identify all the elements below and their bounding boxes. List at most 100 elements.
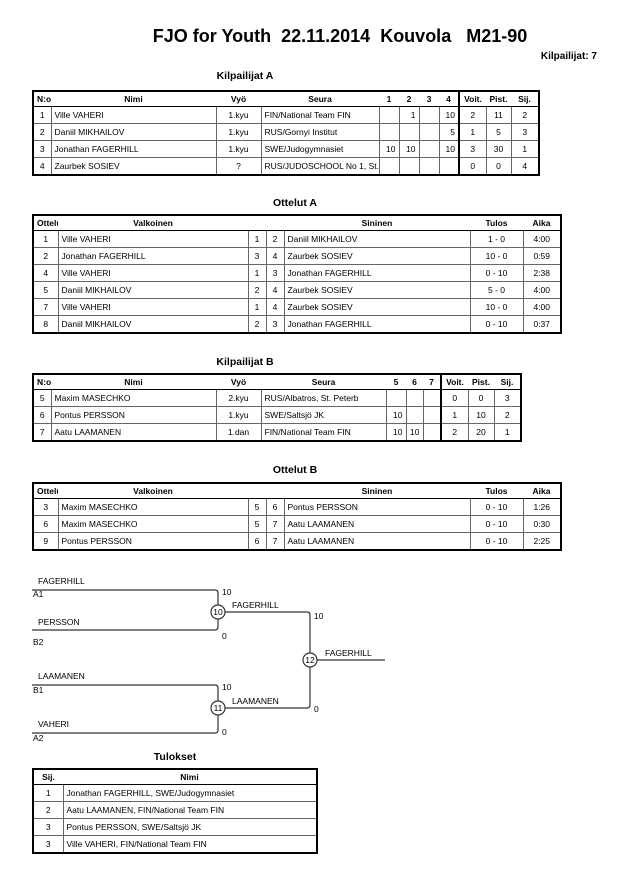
table-row: 6 Pontus PERSSON 1.kyu SWE/Saltsjö JK 10 1 10 2 — [32, 406, 522, 424]
cell-white-no: 5 — [247, 498, 267, 516]
cell-blue: Jonathan FAGERHILL — [283, 264, 471, 282]
cell-white: Ville VAHERI — [57, 264, 249, 282]
m11-winner: LAAMANEN — [232, 696, 279, 706]
cell-r2: 1 — [398, 106, 420, 124]
cell-points: 11 — [485, 106, 512, 124]
cell-blue: Zaurbek SOSIEV — [283, 298, 471, 316]
cell-result: 0 - 10 — [469, 264, 524, 282]
header-time: Aika — [523, 483, 561, 499]
cell-white-no: 1 — [247, 298, 267, 316]
header-row: N:o Nimi Vyö Seura 1 2 3 4 Voit. Pist. Sij. — [33, 91, 539, 107]
bracket-b1-name: LAAMANEN — [38, 671, 85, 681]
cell-blue-no: 6 — [265, 498, 285, 516]
cell-belt: 1.kyu — [215, 123, 262, 141]
competitor-count: Kilpailijat: 7 — [540, 51, 597, 62]
header-place: Sij. — [511, 91, 539, 107]
header-place: Sij. — [494, 374, 521, 390]
cell-place: 1 — [493, 423, 522, 442]
cell-place: 1 — [32, 784, 64, 802]
cell-r4 — [438, 157, 460, 176]
cell-blue-no: 4 — [265, 281, 285, 299]
pool-a-heading: Kilpailijat A — [216, 70, 274, 82]
cell-name: Ville VAHERI, FIN/National Team FIN — [62, 835, 318, 854]
pool-b-table: N:o Nimi Vyö Seura 5 6 7 Voit. Pist. Sij. 5 Maxim M… — [32, 373, 522, 442]
cell-points: 5 — [485, 123, 512, 141]
cell-match: 8 — [32, 315, 59, 334]
cell-name: Pontus PERSSON — [50, 406, 217, 424]
header-r2: 2 — [399, 91, 419, 107]
cell-white: Ville VAHERI — [57, 230, 249, 248]
cell-r5: 10 — [385, 406, 407, 424]
cell-blue: Zaurbek SOSIEV — [283, 281, 471, 299]
bracket-b2-seed: B2 — [33, 637, 44, 647]
cell-points: 0 — [485, 157, 512, 176]
cell-r3 — [418, 157, 440, 176]
cell-points: 30 — [485, 140, 512, 158]
cell-place: 2 — [510, 106, 540, 124]
table-row: 3 Maxim MASECHKO 5 6 Pontus PERSSON 0 - 10 1:2… — [32, 498, 562, 516]
table-row: 1 Ville VAHERI 1.kyu FIN/National Team FIN 1… — [32, 106, 540, 124]
m10-winner: FAGERHILL — [232, 600, 279, 610]
header-points: Pist. — [486, 91, 511, 107]
header-points: Pist. — [468, 374, 494, 390]
header-place: Sij. — [33, 769, 63, 785]
cell-white-no: 2 — [247, 281, 267, 299]
cell-white-no: 6 — [247, 532, 267, 551]
cell-no: 7 — [32, 423, 52, 442]
header-name: Nimi — [63, 769, 317, 785]
cell-r5: 10 — [385, 423, 407, 442]
cell-r7 — [422, 406, 442, 424]
cell-match: 6 — [32, 515, 59, 533]
bracket-a1-seed: A1 — [33, 589, 44, 599]
cell-white: Pontus PERSSON — [57, 532, 249, 551]
header-club: Seura — [261, 91, 379, 107]
cell-white: Maxim MASECHKO — [57, 515, 249, 533]
table-row: 7 Ville VAHERI 1 4 Zaurbek SOSIEV 10 - 0 4:00 — [32, 298, 562, 316]
table-row: 3 Pontus PERSSON, SWE/Saltsjö JK — [32, 818, 318, 836]
cell-result: 5 - 0 — [469, 281, 524, 299]
cell-blue: Aatu LAAMANEN — [283, 532, 471, 551]
matches-b-heading: Ottelut B — [272, 464, 318, 476]
cell-r3 — [418, 123, 440, 141]
header-match: Ottelu — [33, 483, 58, 499]
header-white-no — [248, 483, 266, 499]
header-r5: 5 — [386, 374, 406, 390]
table-row: 5 Maxim MASECHKO 2.kyu RUS/Albatros, St. Pe… — [32, 389, 522, 407]
cell-r2 — [398, 157, 420, 176]
table-row: 4 Ville VAHERI 1 3 Jonathan FAGERHILL 0 - 10 2… — [32, 264, 562, 282]
cell-r2 — [398, 123, 420, 141]
cell-r1: 10 — [378, 140, 400, 158]
cell-result: 0 - 10 — [469, 515, 524, 533]
score-final-1: 10 — [314, 611, 324, 621]
cell-club: SWE/Judogymnasiet — [260, 140, 380, 158]
header-white: Valkoinen — [58, 215, 248, 231]
cell-time: 0:30 — [522, 515, 562, 533]
cell-result: 10 - 0 — [469, 247, 524, 265]
cell-name: Zaurbek SOSIEV — [50, 157, 217, 176]
cell-blue-no: 4 — [265, 247, 285, 265]
cell-wins: 1 — [440, 406, 469, 424]
score-a2: 0 — [222, 727, 227, 737]
cell-r1 — [378, 157, 400, 176]
cell-white: Jonathan FAGERHILL — [57, 247, 249, 265]
cell-white: Daniil MIKHAILOV — [57, 281, 249, 299]
cell-time: 0:59 — [522, 247, 562, 265]
cell-r5 — [385, 389, 407, 407]
matches-a-table: OtteluValkoinenSininenTulosAika1Ville VA… — [32, 214, 562, 334]
cell-white-no: 5 — [247, 515, 267, 533]
pool-b-heading: Kilpailijat B — [216, 356, 274, 368]
header-belt: Vyö — [216, 374, 261, 390]
cell-time: 2:25 — [522, 532, 562, 551]
cell-result: 1 - 0 — [469, 230, 524, 248]
cell-place: 3 — [32, 818, 64, 836]
cell-wins: 2 — [440, 423, 469, 442]
cell-wins: 2 — [458, 106, 487, 124]
header-name: Nimi — [51, 374, 216, 390]
matches-a-heading: Ottelut A — [273, 197, 317, 209]
cell-place: 4 — [510, 157, 540, 176]
cell-match: 3 — [32, 498, 59, 516]
cell-white-no: 1 — [247, 230, 267, 248]
